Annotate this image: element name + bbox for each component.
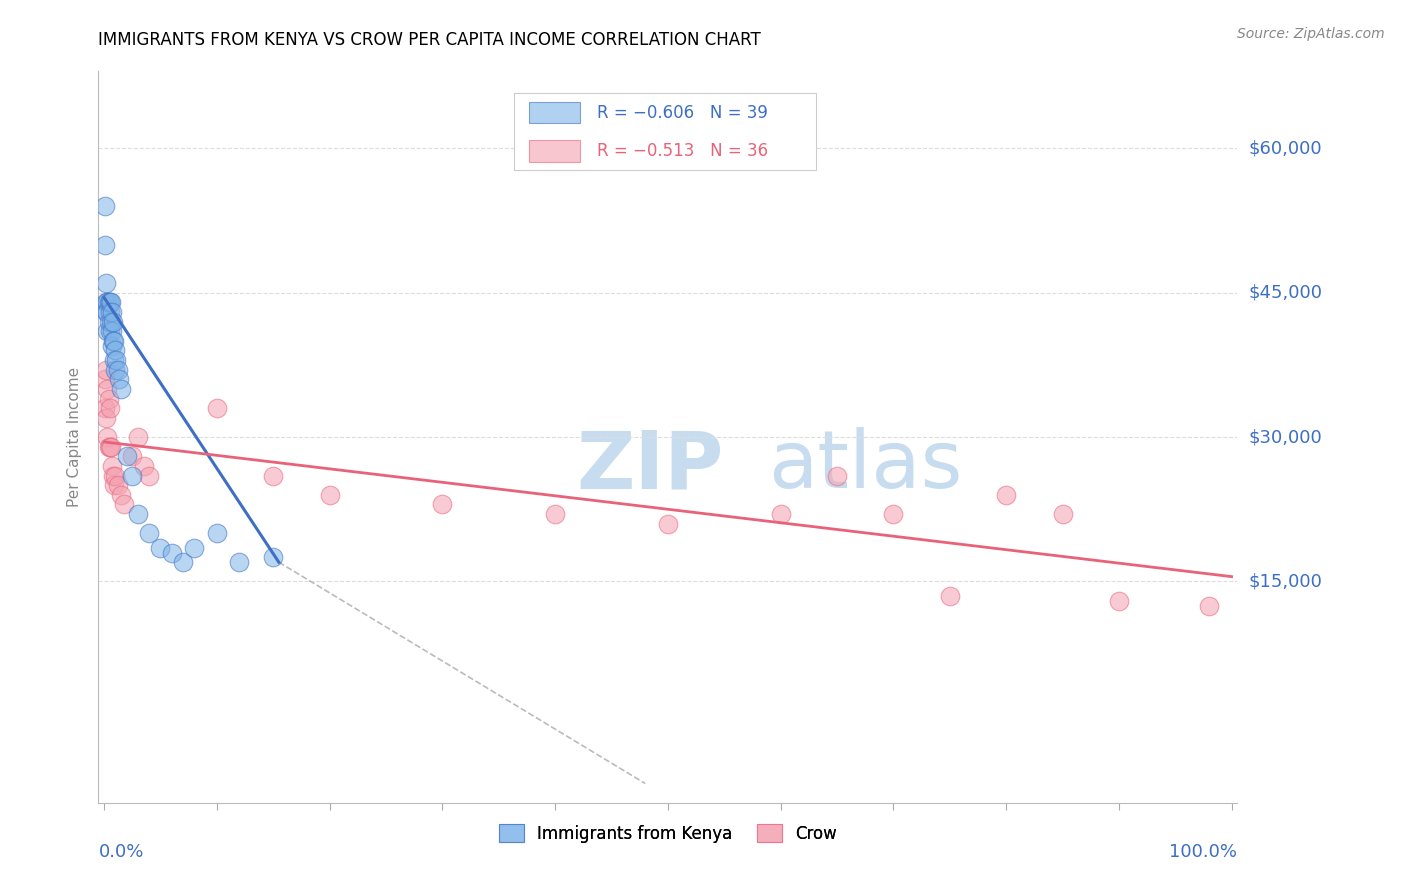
Point xyxy=(96,362,118,376)
Point xyxy=(101,468,124,483)
Point xyxy=(103,353,125,368)
Text: $60,000: $60,000 xyxy=(1249,139,1322,157)
Point xyxy=(101,324,124,338)
Point xyxy=(97,315,120,329)
Point xyxy=(1198,599,1220,613)
Legend: Immigrants from Kenya, Crow: Immigrants from Kenya, Crow xyxy=(492,818,844,849)
Text: R = −0.513   N = 36: R = −0.513 N = 36 xyxy=(598,142,768,160)
Point xyxy=(1052,507,1074,521)
Point xyxy=(205,401,228,416)
Text: atlas: atlas xyxy=(768,427,963,506)
Point xyxy=(112,498,135,512)
Text: 0.0%: 0.0% xyxy=(98,843,143,861)
Text: ZIP: ZIP xyxy=(576,427,724,506)
Point xyxy=(110,382,132,396)
Point xyxy=(432,498,454,512)
Point xyxy=(105,353,128,368)
Point xyxy=(138,468,160,483)
Point xyxy=(127,430,149,444)
Point xyxy=(97,440,120,454)
Y-axis label: Per Capita Income: Per Capita Income xyxy=(67,367,83,508)
Point xyxy=(127,507,149,521)
Point xyxy=(101,334,124,348)
Point xyxy=(96,324,118,338)
Point xyxy=(104,343,127,358)
Point xyxy=(98,324,121,338)
Point xyxy=(544,507,567,521)
Point xyxy=(318,488,340,502)
Point xyxy=(262,468,284,483)
Point xyxy=(121,468,143,483)
Point xyxy=(107,372,129,386)
Point xyxy=(160,545,183,559)
Point xyxy=(101,305,124,319)
Point xyxy=(110,488,132,502)
Text: $45,000: $45,000 xyxy=(1249,284,1323,301)
Point xyxy=(94,372,117,386)
Point xyxy=(183,541,205,555)
Point xyxy=(228,555,250,569)
Point xyxy=(938,589,960,603)
Point xyxy=(657,516,679,531)
Point xyxy=(97,392,120,406)
Point xyxy=(94,401,117,416)
Point xyxy=(825,468,848,483)
Point xyxy=(96,295,118,310)
Point xyxy=(94,199,117,213)
Point xyxy=(132,458,155,473)
Point xyxy=(138,526,160,541)
Point xyxy=(1108,593,1130,607)
Point xyxy=(96,410,118,425)
Point xyxy=(98,305,121,319)
Point xyxy=(94,237,117,252)
Point xyxy=(262,550,284,565)
Point xyxy=(96,276,118,290)
Point xyxy=(107,478,129,492)
Point xyxy=(104,468,127,483)
Point xyxy=(995,488,1018,502)
Point xyxy=(115,450,138,464)
Point xyxy=(882,507,904,521)
Point xyxy=(103,478,125,492)
Point xyxy=(98,440,121,454)
Point xyxy=(100,315,122,329)
Point xyxy=(96,305,118,319)
Text: 100.0%: 100.0% xyxy=(1170,843,1237,861)
Point xyxy=(100,295,122,310)
Point xyxy=(96,295,118,310)
FancyBboxPatch shape xyxy=(515,94,815,170)
FancyBboxPatch shape xyxy=(529,140,581,161)
Point xyxy=(100,440,122,454)
Point xyxy=(98,401,121,416)
Text: Source: ZipAtlas.com: Source: ZipAtlas.com xyxy=(1237,27,1385,41)
Point xyxy=(96,430,118,444)
Point xyxy=(205,526,228,541)
Text: $30,000: $30,000 xyxy=(1249,428,1322,446)
Text: $15,000: $15,000 xyxy=(1249,573,1322,591)
Point xyxy=(107,362,129,376)
Point xyxy=(98,295,121,310)
Point xyxy=(97,295,120,310)
FancyBboxPatch shape xyxy=(529,102,581,123)
Text: R = −0.606   N = 39: R = −0.606 N = 39 xyxy=(598,103,768,121)
Point xyxy=(172,555,194,569)
Point xyxy=(101,338,124,352)
Point xyxy=(769,507,792,521)
Point xyxy=(149,541,172,555)
Point xyxy=(96,382,118,396)
Point xyxy=(101,315,124,329)
Point xyxy=(104,362,127,376)
Point xyxy=(121,450,143,464)
Point xyxy=(103,334,125,348)
Point xyxy=(96,305,118,319)
Text: IMMIGRANTS FROM KENYA VS CROW PER CAPITA INCOME CORRELATION CHART: IMMIGRANTS FROM KENYA VS CROW PER CAPITA… xyxy=(98,31,761,49)
Point xyxy=(101,458,124,473)
